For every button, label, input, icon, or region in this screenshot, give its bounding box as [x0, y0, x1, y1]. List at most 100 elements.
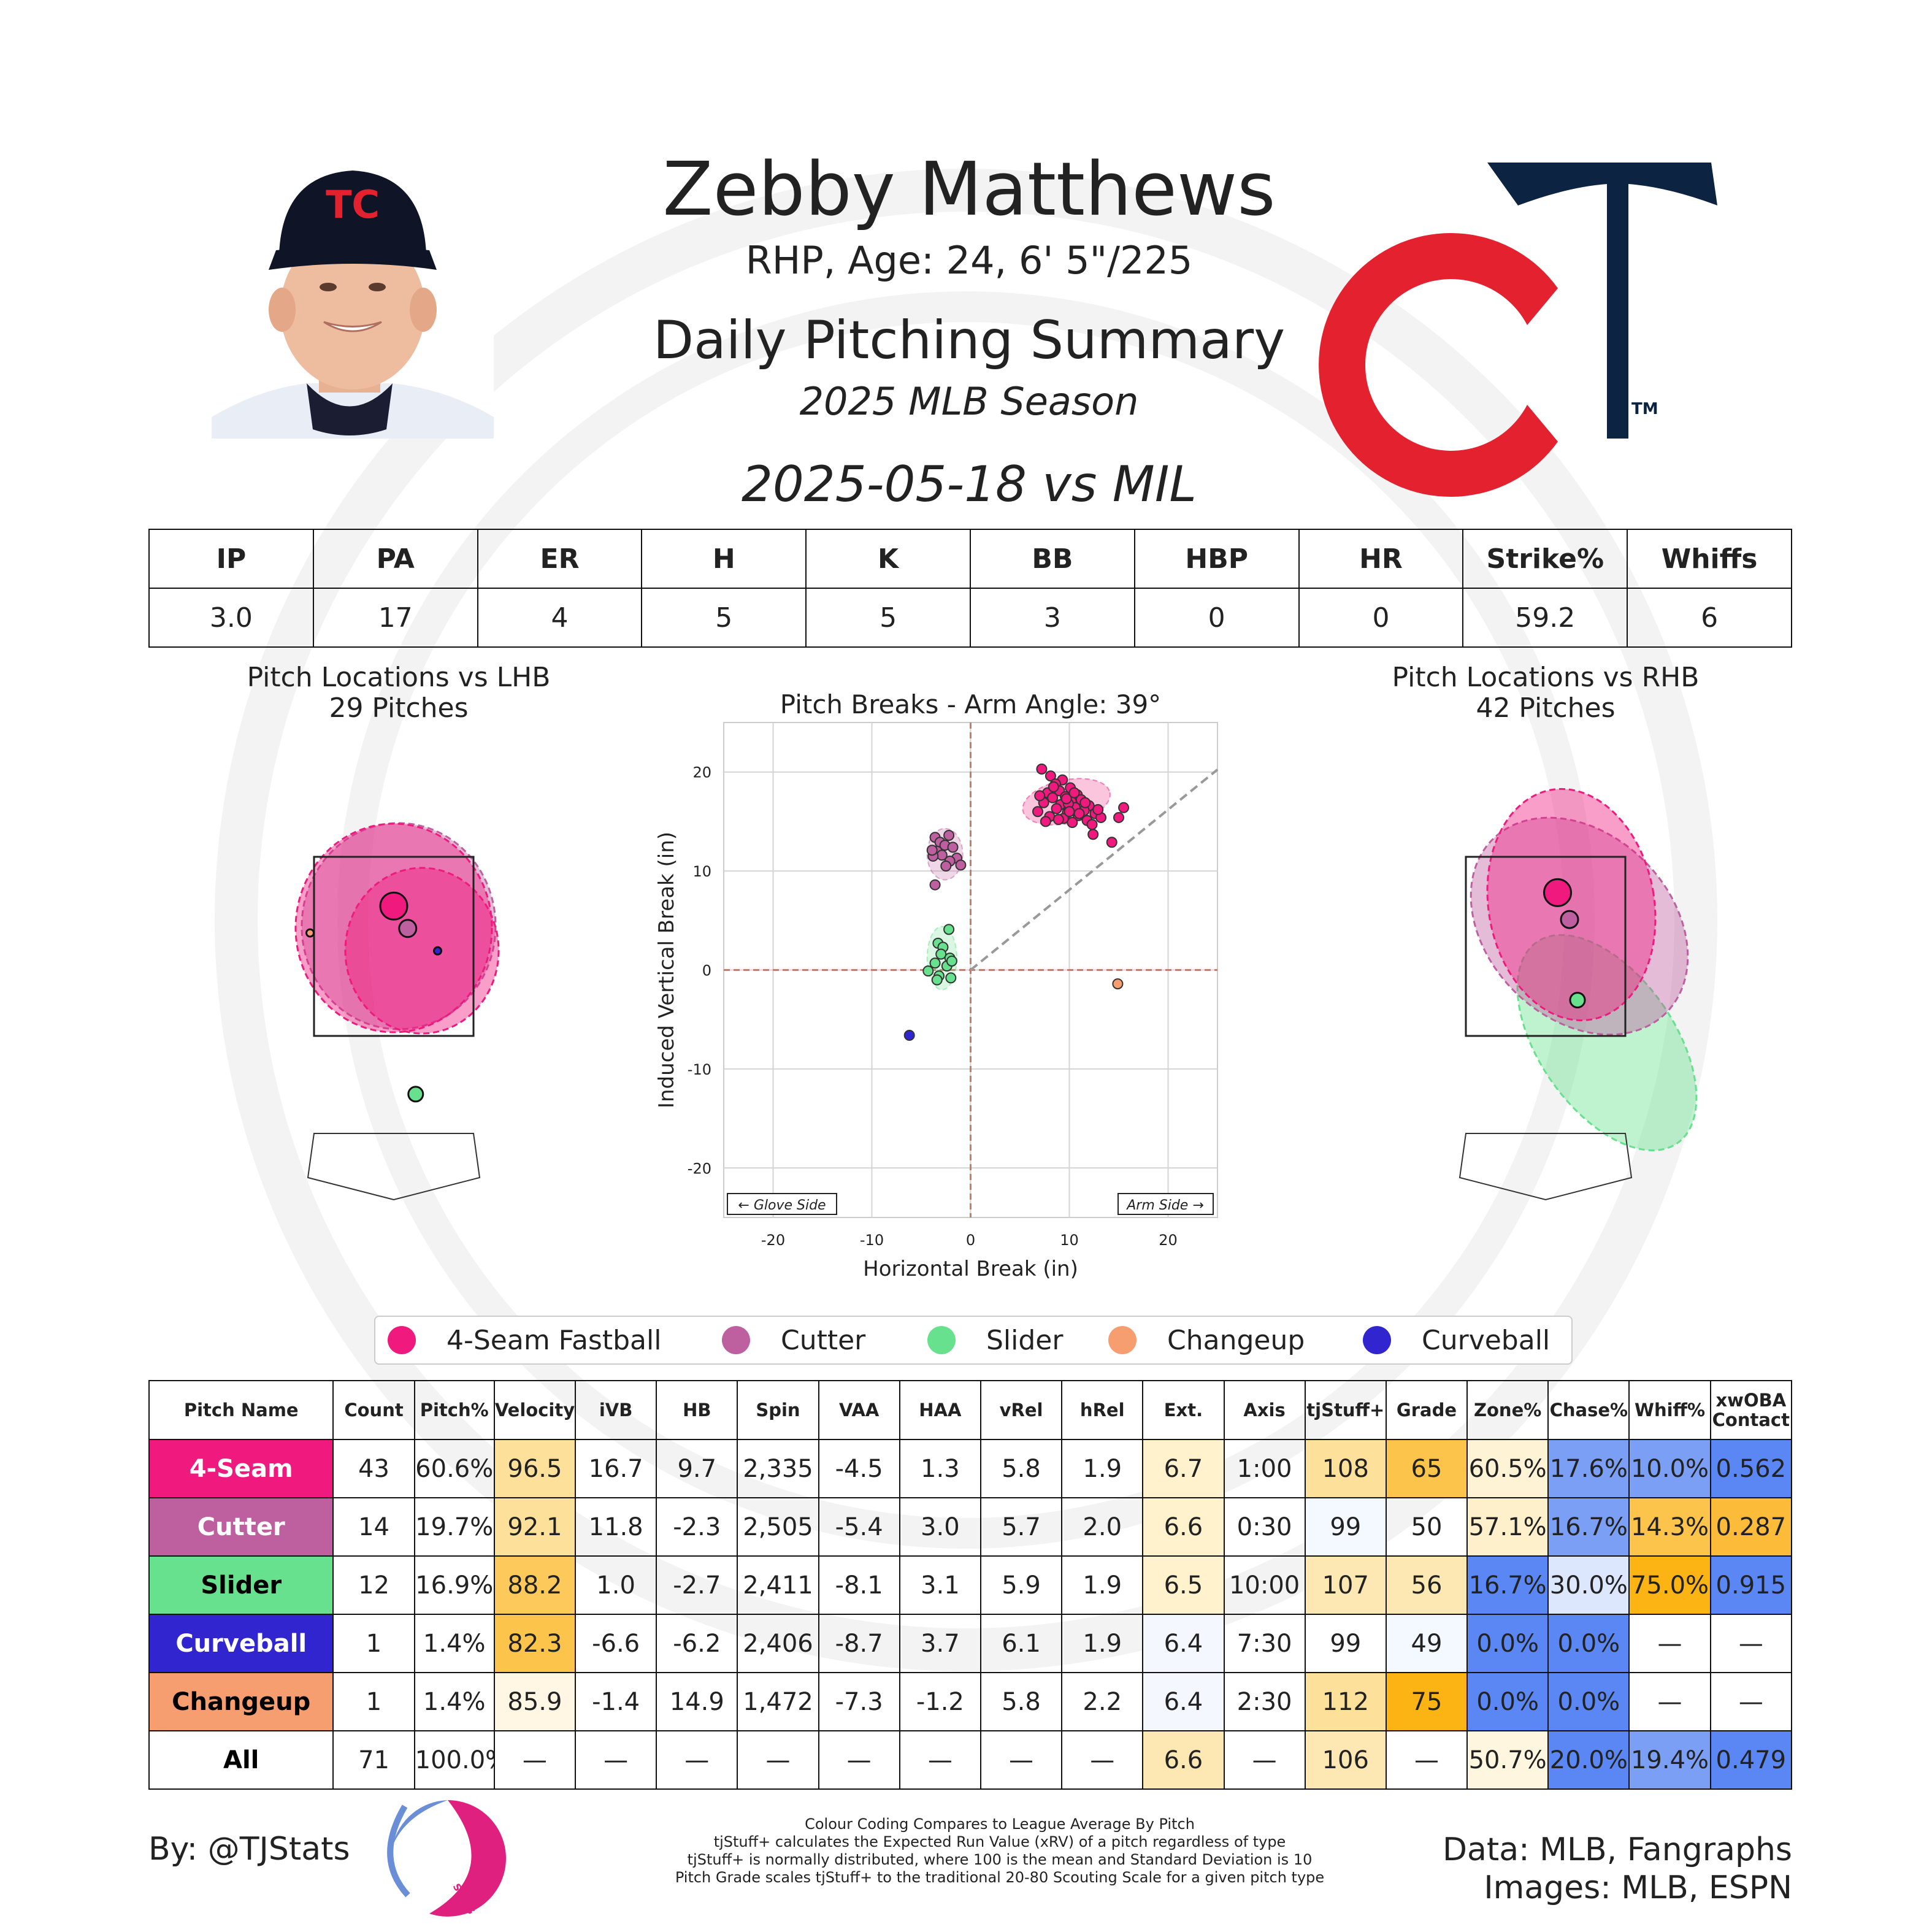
stat-value-k: 5 — [805, 588, 971, 648]
rhb-title-text: Pitch Locations vs RHB — [1392, 662, 1700, 693]
break-point — [943, 829, 955, 841]
pitch-metric-cell: — — [1709, 1672, 1793, 1731]
pitch-metric-cell: 1:00 — [1223, 1439, 1306, 1498]
break-point — [1036, 763, 1048, 775]
break-point — [1067, 817, 1078, 829]
pitch-metric-cell: 20.0% — [1547, 1730, 1630, 1790]
stat-header-k: K — [805, 529, 971, 589]
author-byline: By: @TJStats — [148, 1831, 350, 1868]
stat-value-hr: 0 — [1298, 588, 1464, 648]
break-point — [1118, 802, 1130, 813]
pitch-name-cell: 4-Seam — [148, 1439, 334, 1498]
pitch-metric-cell: 0.479 — [1709, 1730, 1793, 1790]
pitch-table-header: HB — [656, 1380, 738, 1440]
pitch-metric-cell: 107 — [1304, 1555, 1387, 1615]
pitch-name-cell: Slider — [148, 1555, 334, 1615]
pitch-table-row: Slider 12 16.9% 88.2 1.0 -2.7 2,411 -8.1 3.1 5.9 1… — [148, 1555, 1793, 1615]
pitch-table-header: VAA — [818, 1380, 900, 1440]
pitch-metric-cell: — — [1628, 1672, 1711, 1731]
pitch-metric-cell: 75.0% — [1628, 1555, 1711, 1615]
lhb-plot-title: Pitch Locations vs LHB 29 Pitches — [209, 662, 589, 724]
pitch-metric-cell: — — [656, 1730, 738, 1790]
data-credits: Data: MLB, Fangraphs Images: MLB, ESPN — [1288, 1831, 1792, 1907]
pitch-metric-cell: 71 — [332, 1730, 415, 1790]
stat-header-er: ER — [477, 529, 643, 589]
arm-side-label: Arm Side → — [1125, 1198, 1204, 1213]
pitch-table-row: Cutter 14 19.7% 92.1 11.8 -2.3 2,505 -5.4 3.0 5.7… — [148, 1497, 1793, 1557]
density-ellipse — [294, 822, 493, 1033]
pitch-table-header: Pitch Name — [148, 1380, 334, 1440]
pitch-metric-cell: 0.0% — [1466, 1672, 1549, 1731]
pitch-metric-cell: 1.9 — [1061, 1555, 1144, 1615]
pitch-metric-cell: 14.9 — [656, 1672, 738, 1731]
pitch-metric-cell: 7:30 — [1223, 1614, 1306, 1673]
legend-marker-icon — [1108, 1326, 1137, 1354]
pitch-metric-cell: 60.5% — [1466, 1439, 1549, 1498]
location-point — [1560, 910, 1579, 929]
season-label: 2025 MLB Season — [799, 379, 1139, 424]
pitch-table-row: All71100.0%————————6.6—106—50.7%20.0%19.… — [148, 1730, 1793, 1790]
pitch-metric-cell: — — [493, 1730, 577, 1790]
pitch-metric-cell: 10:00 — [1223, 1555, 1306, 1615]
footnote-line: tjStuff+ calculates the Expected Run Val… — [713, 1833, 1286, 1850]
tjstats-logo: STATS — [387, 1800, 506, 1917]
pitch-metric-cell: 75 — [1385, 1672, 1468, 1731]
pitch-metric-cell: 2.0 — [1061, 1497, 1144, 1557]
break-point — [935, 948, 947, 960]
pitch-metric-cell: -8.1 — [818, 1555, 900, 1615]
pitch-table-header: iVB — [574, 1380, 657, 1440]
pitch-table-header: Count — [332, 1380, 415, 1440]
x-tick-label: -20 — [761, 1232, 785, 1249]
pitch-metric-cell: 6.6 — [1142, 1497, 1225, 1557]
pitch-metric-cell: 1.0 — [574, 1555, 657, 1615]
pitch-table-row: Curveball 1 1.4% 82.3 -6.6 -6.2 2,406 -8.7 3.7 6.… — [148, 1614, 1793, 1673]
pitch-metric-cell: -5.4 — [818, 1497, 900, 1557]
pitch-metric-cell: 56 — [1385, 1555, 1468, 1615]
pitch-metric-cell: 1.9 — [1061, 1614, 1144, 1673]
stat-value-ip: 3.0 — [148, 588, 314, 648]
stat-value-h: 5 — [641, 588, 807, 648]
pitch-metric-cell: — — [737, 1730, 819, 1790]
legend-marker-icon — [722, 1326, 750, 1354]
break-point — [940, 861, 952, 872]
home-plate — [307, 1133, 481, 1201]
pitch-metric-cell: 2,406 — [737, 1614, 819, 1673]
pitch-metric-cell: -6.6 — [574, 1614, 657, 1673]
pitch-metric-cell: -2.7 — [656, 1555, 738, 1615]
break-point — [1086, 819, 1098, 830]
pitch-table-header: hRel — [1061, 1380, 1144, 1440]
legend-label: Cutter — [781, 1324, 866, 1356]
pitch-metric-cell: 1 — [332, 1614, 415, 1673]
x-tick-label: 0 — [966, 1232, 975, 1249]
pitch-metric-cell: 112 — [1304, 1672, 1387, 1731]
pitch-table-header-row: Pitch Name Count Pitch% Velocity iVB HB Spin VA… — [148, 1380, 1793, 1440]
game-label: 2025-05-18 vs MIL — [742, 456, 1197, 513]
pitch-metric-cell: 0.0% — [1547, 1614, 1630, 1673]
break-point — [1051, 803, 1062, 815]
location-point — [433, 946, 442, 956]
break-point — [1113, 811, 1124, 823]
break-point — [903, 1030, 915, 1041]
glove-side-label: ← Glove Side — [738, 1198, 826, 1213]
pitch-metric-cell: 5.8 — [979, 1672, 1063, 1731]
break-point — [1112, 978, 1124, 990]
location-point — [1569, 992, 1586, 1009]
break-point — [1045, 770, 1056, 782]
pitch-metric-cell: 14 — [332, 1497, 415, 1557]
pitch-metric-cell: 30.0% — [1547, 1555, 1630, 1615]
pitch-metric-cell: — — [1709, 1614, 1793, 1673]
pitch-metric-cell: -7.3 — [818, 1672, 900, 1731]
lhb-pitch-count: 29 Pitches — [329, 692, 469, 724]
break-point — [929, 879, 941, 891]
rhb-plot-title: Pitch Locations vs RHB 42 Pitches — [1355, 662, 1736, 724]
pitch-metric-cell: 88.2 — [493, 1555, 577, 1615]
pitch-metric-cell: 49 — [1385, 1614, 1468, 1673]
pitch-table-row: Changeup 1 1.4% 85.9 -1.4 14.9 1,472 -7.3 -1.2 5.… — [148, 1672, 1793, 1731]
density-ellipse — [1470, 816, 1689, 1036]
location-point — [379, 891, 408, 921]
x-tick-label: 10 — [1060, 1232, 1079, 1249]
break-point — [1073, 808, 1085, 819]
footnote: Colour Coding Compares to League Average… — [601, 1815, 1398, 1887]
break-point — [1032, 806, 1043, 818]
image-credit-line: Images: MLB, ESPN — [1484, 1869, 1792, 1906]
